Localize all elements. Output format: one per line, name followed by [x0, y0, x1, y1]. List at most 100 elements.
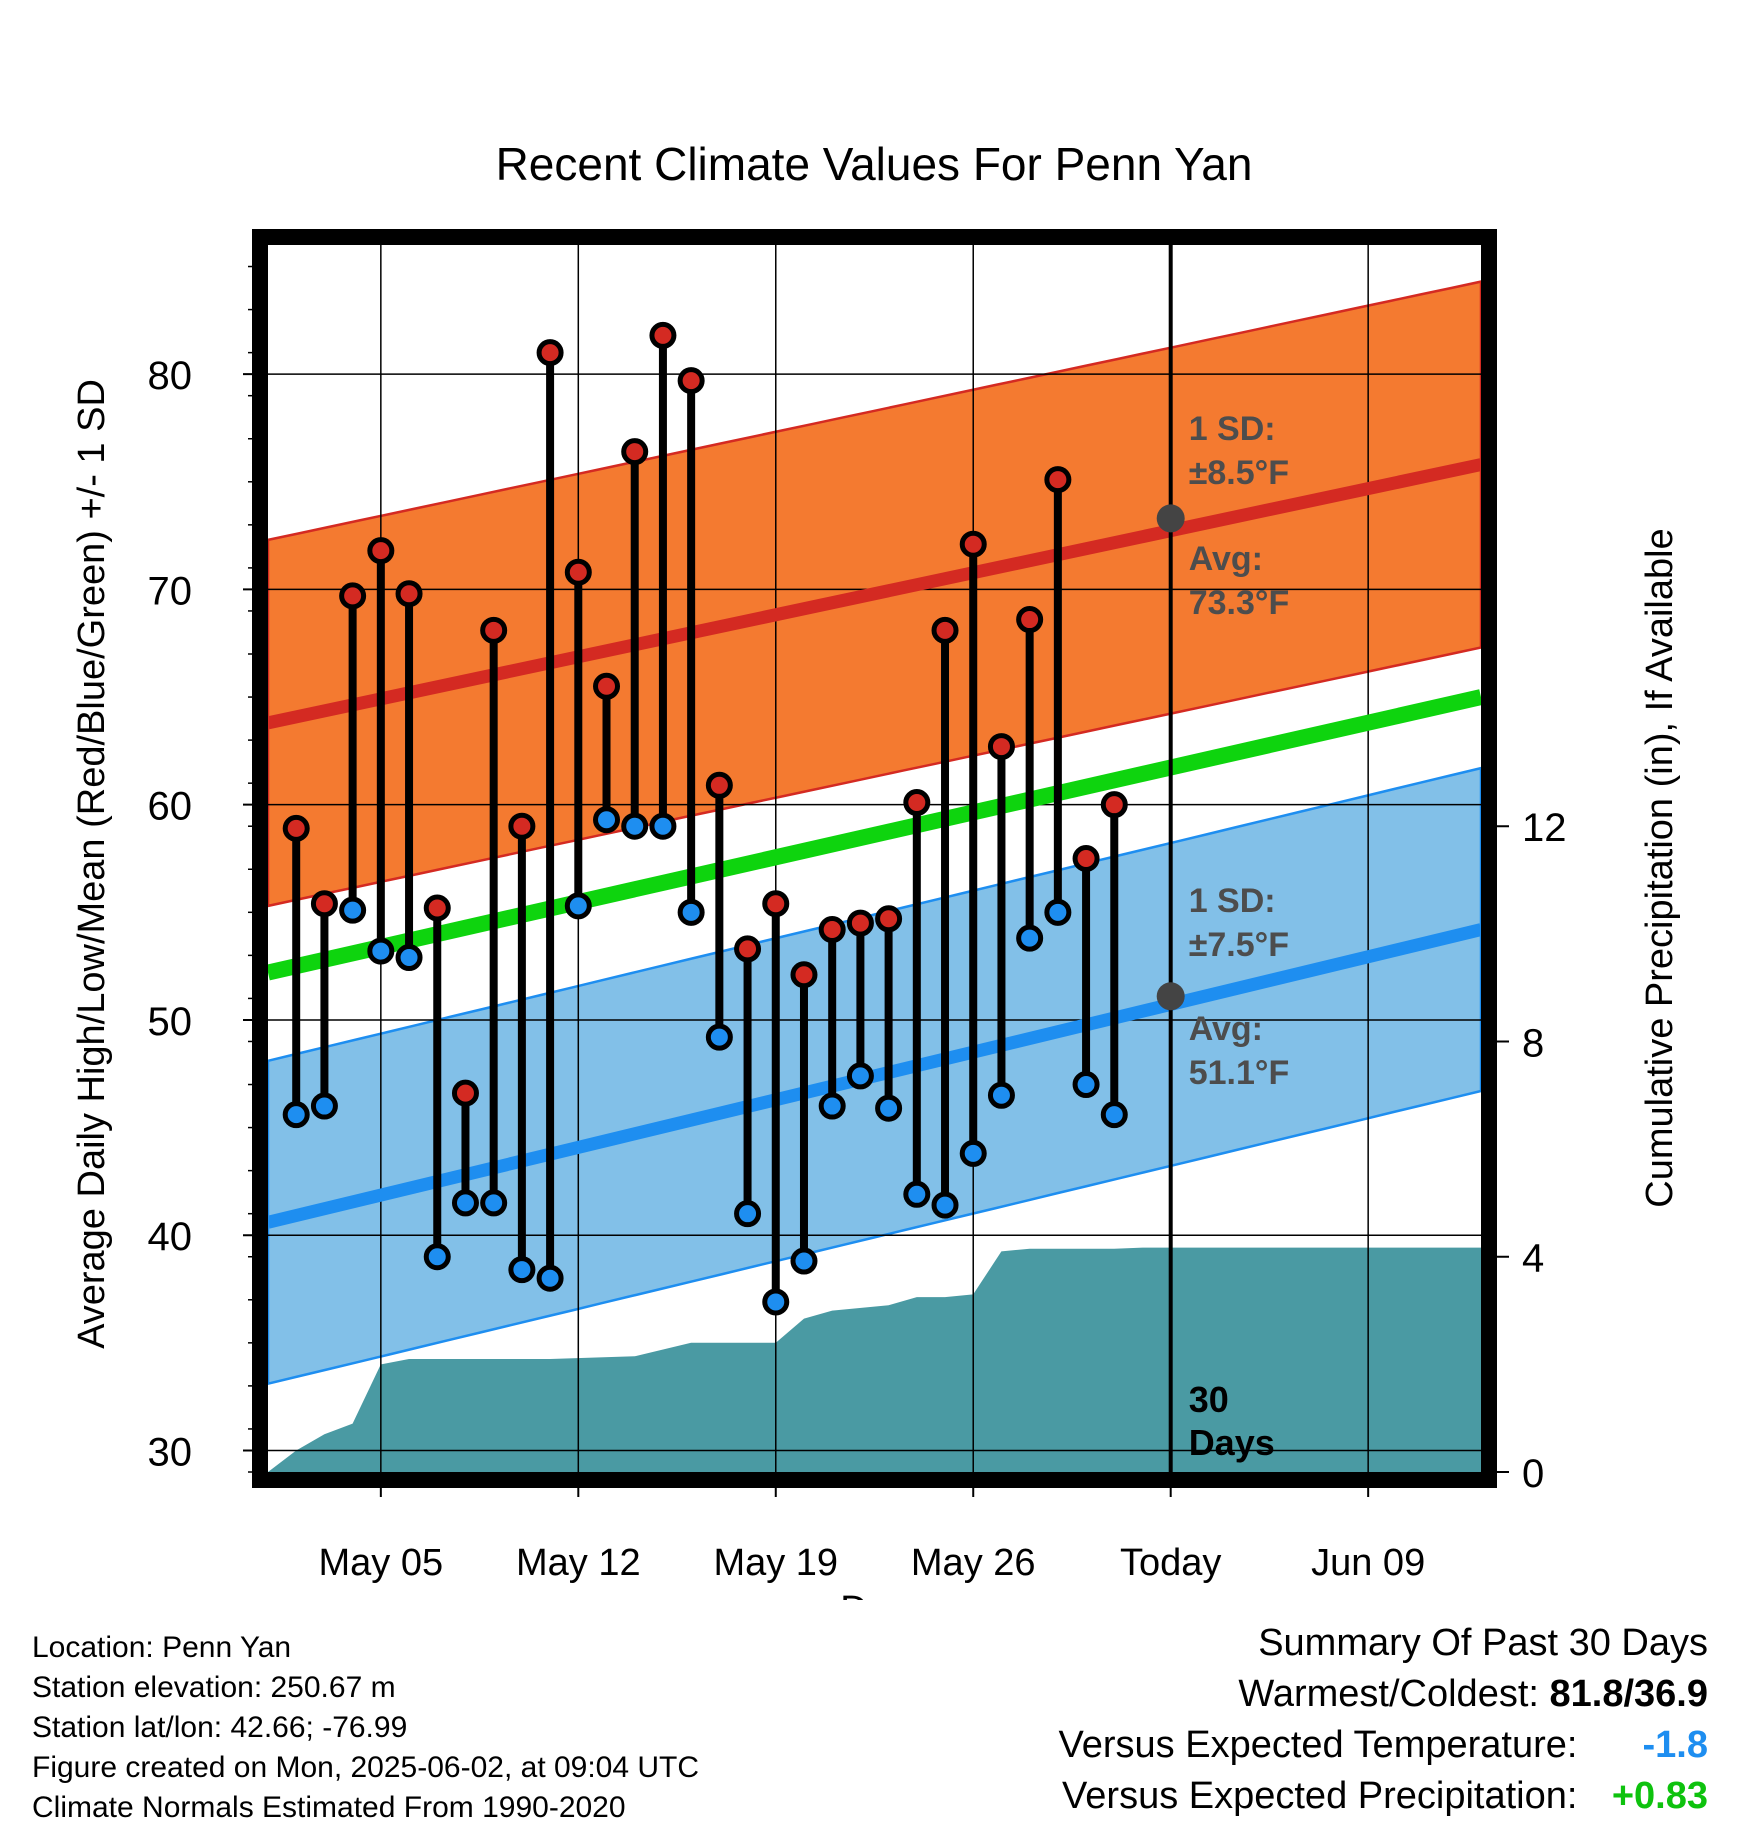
station-location: Location: Penn Yan	[32, 1631, 292, 1664]
y-tick-label: 60	[148, 785, 193, 829]
precip-anomaly-value: +0.83	[1611, 1775, 1708, 1817]
normal-low-line	[266, 923, 1483, 1229]
daily-low-point	[564, 892, 592, 920]
y2-axis-label: Cumulative Precipitation (in), If Availa…	[1639, 528, 1681, 1207]
y-tick-label: 30	[148, 1430, 193, 1474]
daily-low-point	[931, 1191, 959, 1219]
high-sd-label: 1 SD:	[1189, 410, 1276, 448]
high-avg-label: Avg:	[1189, 540, 1263, 578]
temp-anomaly-label: Versus Expected Temperature:	[1058, 1724, 1578, 1766]
y-tick-label: 80	[148, 354, 193, 398]
daily-low-point	[310, 1092, 338, 1120]
today-high-avg-dot	[1156, 504, 1185, 533]
normal-mean-line	[266, 689, 1483, 981]
y2-tick-label: 4	[1522, 1237, 1544, 1281]
y-tick-label: 40	[148, 1215, 193, 1259]
daily-high-point	[818, 916, 846, 944]
low-sd-label: 1 SD:	[1189, 882, 1276, 920]
daily-low-point	[480, 1189, 508, 1217]
daily-high-point	[593, 672, 621, 700]
climate-normals-note: Climate Normals Estimated From 1990-2020	[32, 1791, 626, 1824]
summary-warm-cold-row: Warmest/Coldest: 81.8/36.9	[948, 1669, 1708, 1720]
daily-low-point	[451, 1189, 479, 1217]
low-avg-label: Avg:	[1189, 1010, 1263, 1048]
daily-low-point	[536, 1264, 564, 1292]
daily-high-point	[564, 558, 592, 586]
figure-created: Figure created on Mon, 2025-06-02, at 09…	[32, 1751, 700, 1784]
today-count-label: 30	[1189, 1379, 1229, 1420]
daily-high-point	[339, 582, 367, 610]
low-avg-value: 51.1°F	[1189, 1054, 1290, 1092]
high-sd-value: ±8.5°F	[1189, 454, 1289, 492]
daily-high-point	[677, 367, 705, 395]
temp-anomaly-value: -1.8	[1642, 1724, 1708, 1766]
daily-high-point	[536, 339, 564, 367]
daily-high-point	[282, 814, 310, 842]
daily-high-point	[959, 530, 987, 558]
y-axis-label: Average Daily High/Low/Mean (Red/Blue/Gr…	[71, 379, 113, 1349]
y2-tick-label: 8	[1522, 1021, 1544, 1065]
daily-low-point	[987, 1081, 1015, 1109]
daily-high-point	[508, 812, 536, 840]
daily-high-point	[1100, 791, 1128, 819]
daily-high-point	[423, 894, 451, 922]
precip-anomaly-label: Versus Expected Precipitation:	[1062, 1775, 1578, 1817]
station-metadata: Location: Penn Yan Station elevation: 25…	[32, 1628, 699, 1828]
daily-low-point	[1044, 898, 1072, 926]
daily-low-point	[762, 1288, 790, 1316]
climate-chart: Recent Climate Values For Penn Yan 1 SD:…	[71, 138, 1681, 1600]
station-latlon: Station lat/lon: 42.66; -76.99	[32, 1711, 408, 1744]
warm-cold-value: 81.8/36.9	[1549, 1673, 1708, 1715]
daily-low-point	[818, 1092, 846, 1120]
plot-frame	[252, 229, 1497, 1488]
chart-title: Recent Climate Values For Penn Yan	[496, 138, 1253, 190]
daily-low-point	[705, 1023, 733, 1051]
daily-high-point	[931, 616, 959, 644]
daily-low-point	[508, 1256, 536, 1284]
normal-high-line	[266, 458, 1483, 730]
daily-high-point	[1016, 606, 1044, 634]
summary-title: Summary Of Past 30 Days	[1258, 1622, 1708, 1664]
daily-low-point	[846, 1062, 874, 1090]
precip-area	[268, 1247, 1481, 1472]
daily-high-point	[649, 321, 677, 349]
daily-low-point	[1072, 1071, 1100, 1099]
x-tick-label: May 19	[713, 1542, 838, 1584]
daily-high-point	[367, 537, 395, 565]
daily-high-point	[762, 890, 790, 918]
summary-precip-row: Versus Expected Precipitation: +0.83	[948, 1771, 1708, 1822]
daily-high-point	[621, 438, 649, 466]
x-axis-label: Day	[840, 1589, 908, 1600]
y2-tick-label: 0	[1522, 1452, 1544, 1496]
x-tick-label: Today	[1120, 1542, 1221, 1584]
daily-high-point	[451, 1079, 479, 1107]
daily-low-point	[282, 1101, 310, 1129]
station-elevation: Station elevation: 250.67 m	[32, 1671, 396, 1704]
daily-high-point	[310, 890, 338, 918]
daily-high-point	[987, 733, 1015, 761]
daily-high-point	[790, 961, 818, 989]
daily-low-point	[367, 937, 395, 965]
x-tick-label: May 05	[319, 1542, 444, 1584]
daily-low-point	[649, 812, 677, 840]
y2-tick-label: 12	[1522, 806, 1567, 850]
daily-high-point	[734, 935, 762, 963]
daily-low-point	[790, 1247, 818, 1275]
daily-high-point	[480, 616, 508, 644]
today-low-avg-dot	[1156, 982, 1185, 1011]
daily-high-point	[903, 789, 931, 817]
summary-temp-row: Versus Expected Temperature: -1.8	[948, 1720, 1708, 1771]
daily-high-point	[1072, 845, 1100, 872]
daily-low-point	[677, 898, 705, 926]
daily-low-point	[339, 896, 367, 924]
daily-low-point	[903, 1180, 931, 1208]
high-avg-value: 73.3°F	[1189, 584, 1290, 622]
summary-panel: Summary Of Past 30 Days Warmest/Coldest:…	[948, 1618, 1708, 1822]
daily-low-point	[423, 1243, 451, 1271]
daily-low-point	[959, 1139, 987, 1167]
x-tick-label: May 12	[516, 1542, 641, 1584]
x-tick-label: May 26	[911, 1542, 1036, 1584]
daily-low-point	[395, 944, 423, 972]
y-tick-label: 50	[148, 1000, 193, 1044]
daily-high-point	[875, 905, 903, 933]
